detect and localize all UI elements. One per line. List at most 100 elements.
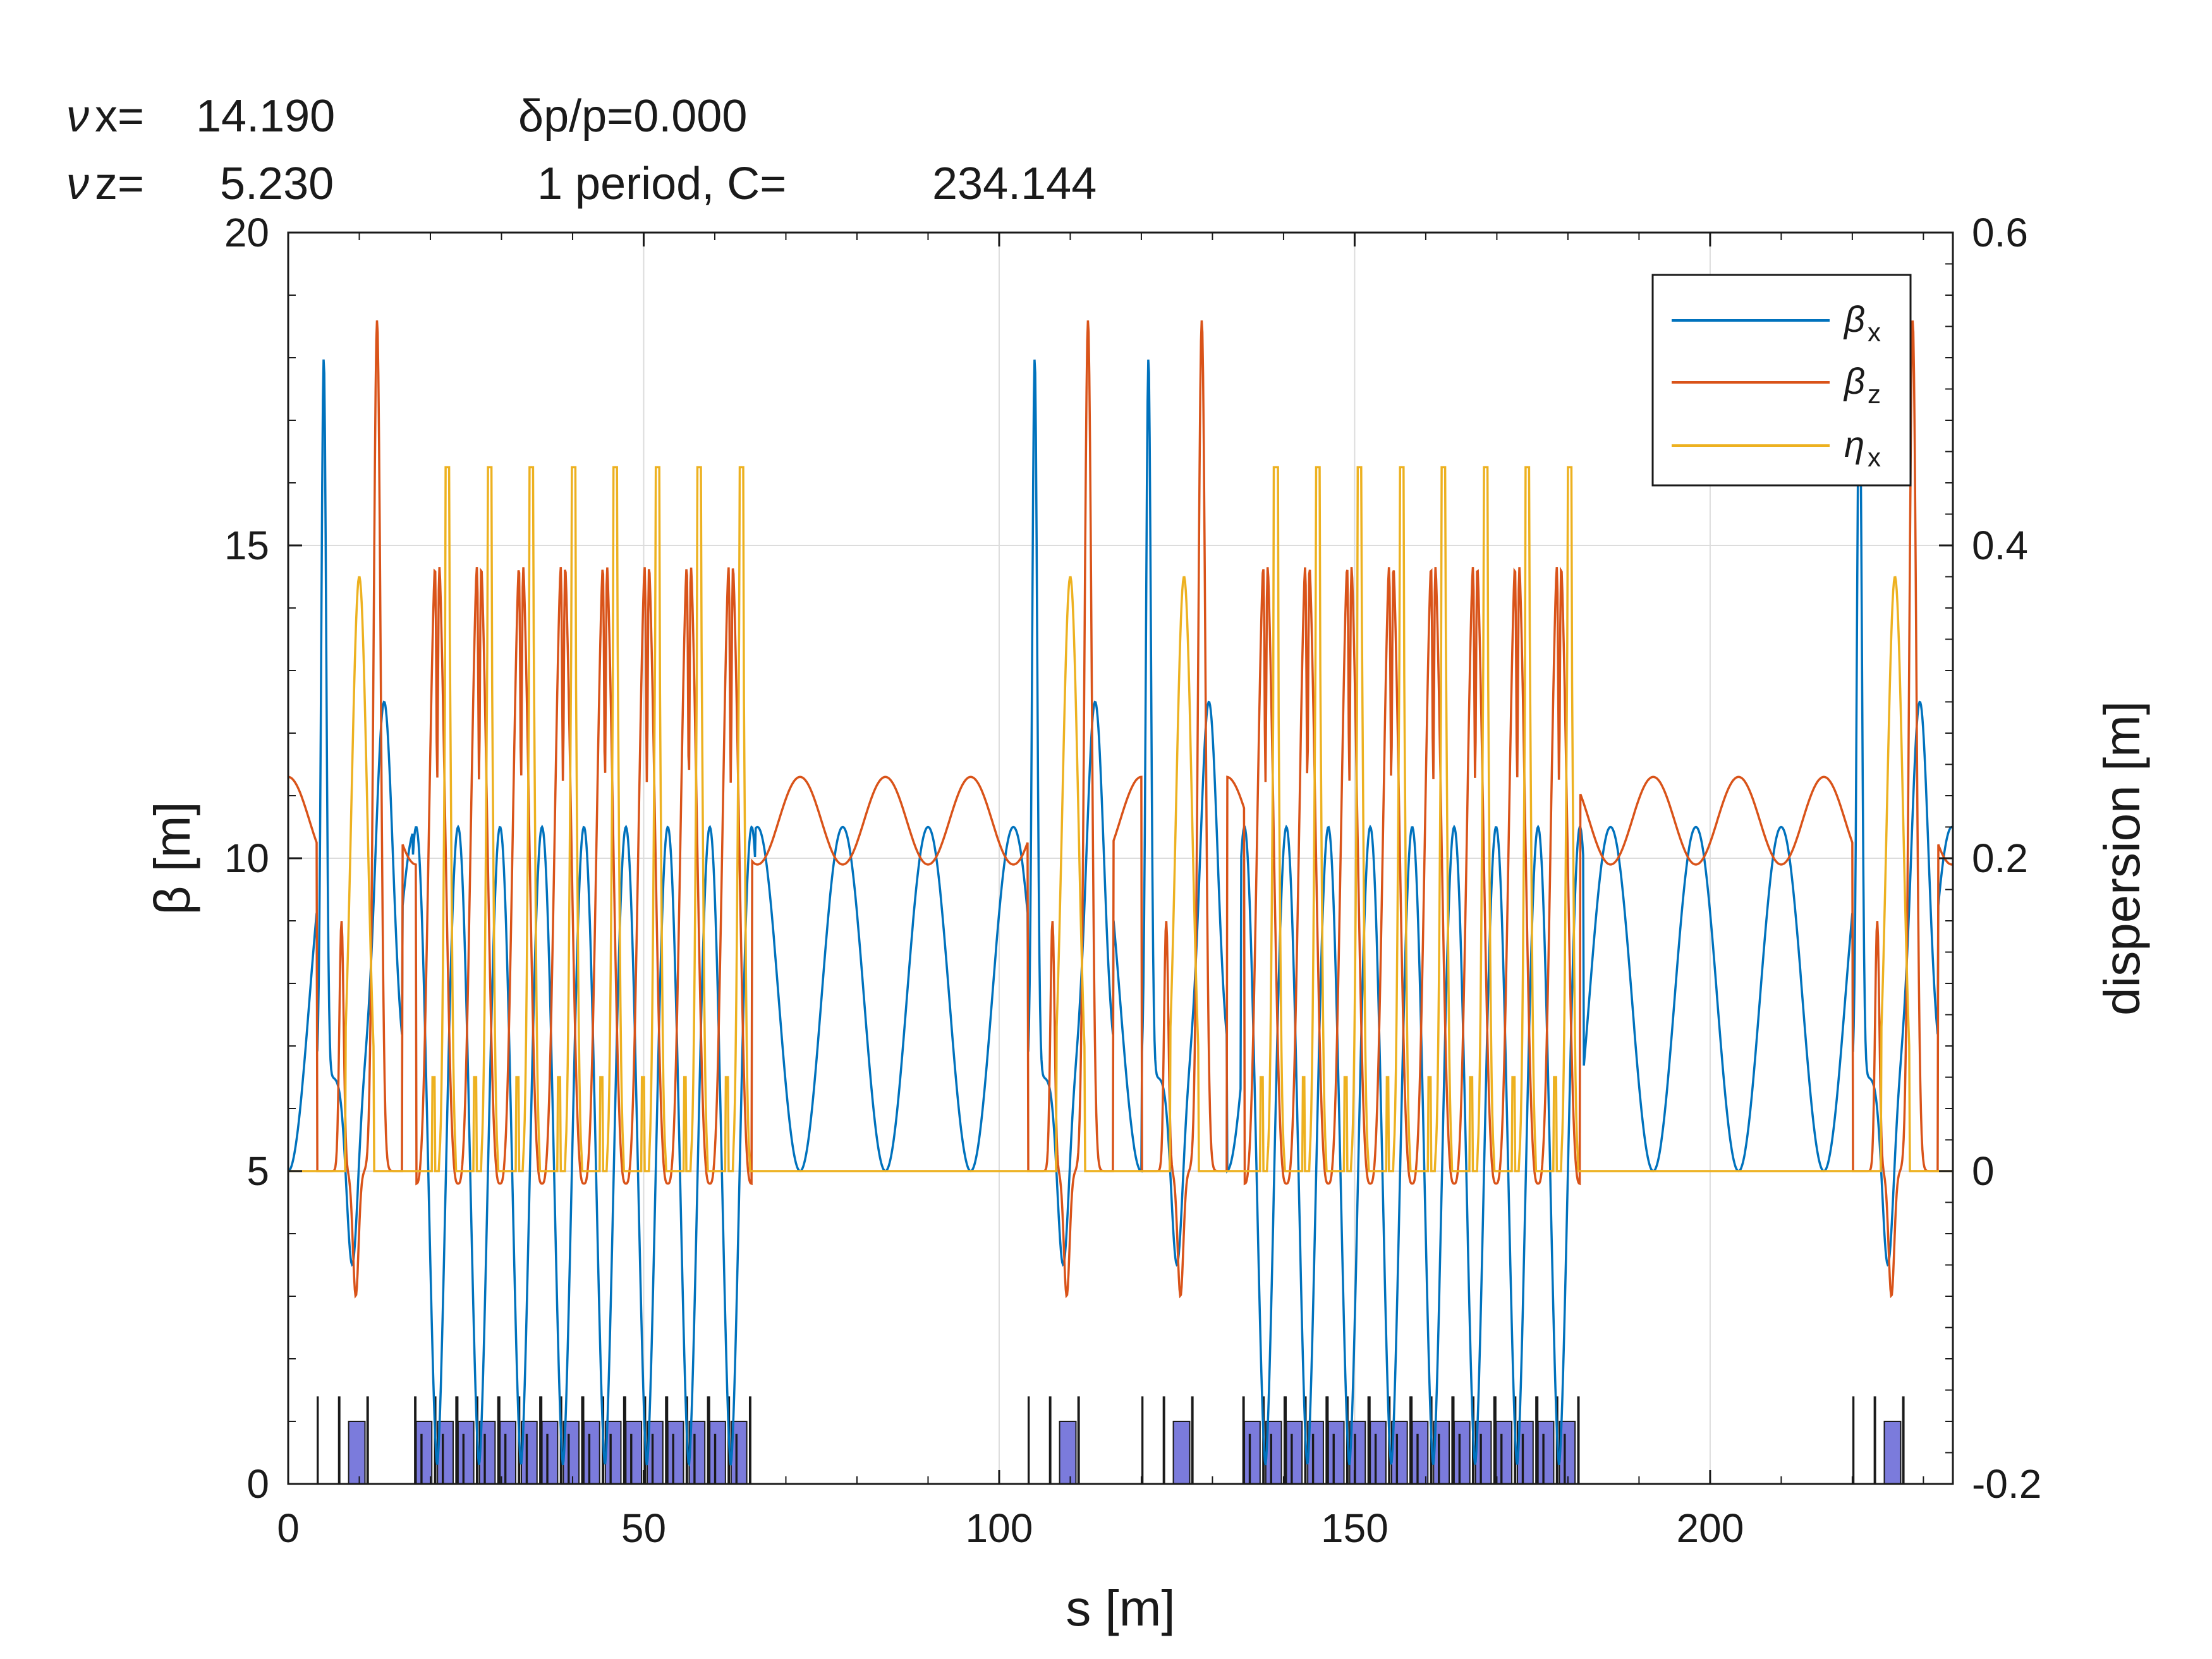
quadrupole-element — [540, 1396, 543, 1484]
quadrupole-element — [1311, 1433, 1315, 1484]
dipole-element — [1059, 1421, 1077, 1485]
quadrupole-element — [672, 1433, 674, 1484]
quadrupole-element — [1368, 1396, 1371, 1484]
period-text: 1 period, C= — [537, 159, 786, 209]
x-tick-label: 0 — [277, 1505, 300, 1551]
quadrupole-element — [1500, 1433, 1503, 1484]
quadrupole-element — [1077, 1396, 1080, 1484]
dipole-element — [1433, 1421, 1450, 1485]
quadrupole-element — [1521, 1433, 1524, 1484]
quadrupole-element — [1191, 1396, 1194, 1484]
legend: β x β z η x — [1651, 274, 1912, 487]
dipole-element — [1370, 1421, 1387, 1485]
x-tick-label: 200 — [1677, 1505, 1744, 1551]
quadrupole-element — [1480, 1433, 1482, 1484]
quadrupole-element — [1270, 1433, 1272, 1484]
quadrupole-element — [588, 1433, 591, 1484]
dpp-text: δp/p=0.000 — [518, 91, 747, 142]
quadrupole-element — [630, 1433, 633, 1484]
quadrupole-element — [1902, 1396, 1905, 1484]
quadrupole-element — [504, 1433, 507, 1484]
quadrupole-element — [1577, 1396, 1580, 1484]
quadrupole-element — [693, 1433, 696, 1484]
quadrupole-element — [337, 1396, 341, 1484]
legend-box — [1651, 274, 1912, 487]
quadrupole-element — [1416, 1433, 1419, 1484]
dipole-element — [1517, 1421, 1534, 1485]
dipole-element — [415, 1421, 433, 1485]
lattice-elements — [316, 1396, 1905, 1485]
quadrupole-element — [665, 1396, 669, 1484]
quadrupole-element — [609, 1433, 612, 1484]
dipole-element — [1495, 1421, 1513, 1485]
dipole-element — [1327, 1421, 1345, 1485]
quadrupole-element — [748, 1396, 751, 1484]
dipole-element — [1411, 1421, 1429, 1485]
quadrupole-element — [1395, 1433, 1399, 1484]
dipole-element — [1285, 1421, 1303, 1485]
dipole-element — [1172, 1421, 1191, 1485]
nux-label: x= — [95, 91, 144, 142]
dipole-element — [457, 1421, 475, 1485]
quadrupole-element — [1048, 1396, 1052, 1484]
quadrupole-element — [366, 1396, 369, 1484]
circumference-value: 234.144 — [932, 159, 1097, 209]
y2-tick-label: -0.2 — [1972, 1461, 2041, 1507]
quadrupole-element — [651, 1433, 654, 1484]
y2-axis-label: dispersion [m] — [2094, 701, 2150, 1016]
dipole-element — [1244, 1421, 1261, 1485]
quadrupole-element — [1354, 1433, 1356, 1484]
quadrupole-element — [462, 1433, 465, 1484]
quadrupole-element — [546, 1433, 549, 1484]
quadrupole-element — [568, 1433, 570, 1484]
plot-curves — [288, 320, 1954, 1468]
y2-tick-label: 0.2 — [1972, 836, 2028, 881]
quadrupole-element — [1536, 1396, 1539, 1484]
nuz-symbol: ν — [66, 159, 89, 209]
quadrupole-element — [1374, 1433, 1377, 1484]
quadrupole-element — [1242, 1396, 1245, 1484]
quadrupole-element — [714, 1433, 717, 1484]
legend-label-beta-x: x — [1868, 317, 1881, 347]
eta-x-curve — [288, 466, 1953, 1172]
dipole-element — [1537, 1421, 1555, 1485]
quadrupole-element — [420, 1433, 423, 1484]
dipole-element — [1453, 1421, 1471, 1485]
quadrupole-element — [441, 1433, 444, 1484]
y-tick-label: 0 — [246, 1461, 269, 1507]
axis-ticks: 0 50 100 150 200 0 5 10 15 20 -0.2 0 0.2 0.4 0.6 — [224, 210, 2041, 1551]
dipole-element — [709, 1421, 726, 1485]
legend-symbol-eta-x: η — [1844, 424, 1864, 465]
quadrupole-element — [1332, 1433, 1335, 1484]
y-tick-label: 5 — [246, 1148, 269, 1194]
quadrupole-element — [1141, 1396, 1144, 1484]
y-tick-label: 20 — [224, 210, 269, 255]
quadrupole-element — [1027, 1396, 1030, 1484]
quadrupole-element — [1493, 1396, 1497, 1484]
dipole-element — [541, 1421, 559, 1485]
header: ν x= 14.190 ν z= 5.230 δp/p=0.000 1 peri… — [66, 91, 1097, 209]
quadrupole-element — [1248, 1433, 1251, 1484]
legend-label-beta-z: z — [1868, 379, 1881, 409]
quadrupole-element — [1452, 1396, 1455, 1484]
nuz-value: 5.230 — [220, 159, 334, 209]
x-tick-label: 150 — [1321, 1505, 1389, 1551]
quadrupole-element — [1326, 1396, 1329, 1484]
y-tick-label: 10 — [224, 836, 269, 881]
quadrupole-element — [1873, 1396, 1876, 1484]
quadrupole-element — [497, 1396, 501, 1484]
quadrupole-element — [1291, 1433, 1293, 1484]
dipole-element — [1883, 1421, 1902, 1485]
nuz-label: z= — [95, 159, 144, 209]
quadrupole-element — [1564, 1433, 1566, 1484]
legend-label-eta-x: x — [1868, 442, 1881, 472]
quadrupole-element — [1852, 1396, 1855, 1484]
dipole-element — [583, 1421, 600, 1485]
quadrupole-element — [525, 1433, 528, 1484]
quadrupole-element — [1284, 1396, 1287, 1484]
x-tick-label: 50 — [621, 1505, 666, 1551]
x-axis-label: s [m] — [1066, 1580, 1175, 1636]
quadrupole-element — [1458, 1433, 1461, 1484]
quadrupole-element — [483, 1433, 486, 1484]
quadrupole-element — [623, 1396, 626, 1484]
